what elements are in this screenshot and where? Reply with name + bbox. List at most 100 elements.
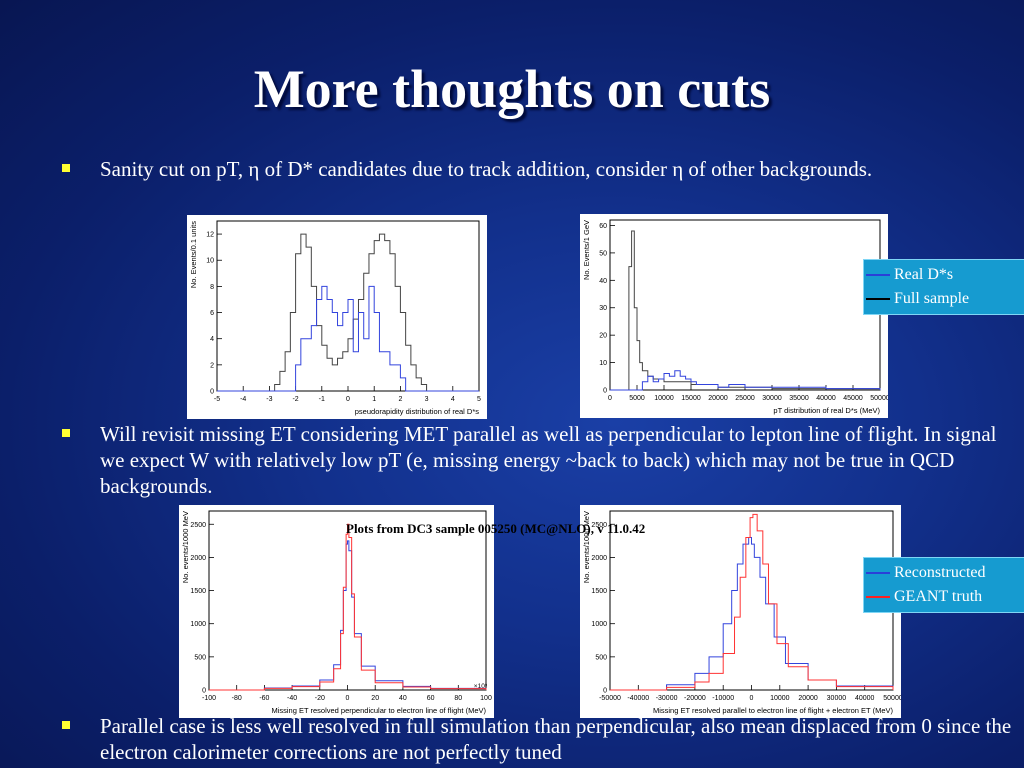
legend-swatch — [866, 274, 890, 276]
x-tick-label: 0 — [346, 695, 350, 702]
legend-swatch — [866, 596, 890, 598]
y-tick-label: 0 — [603, 688, 607, 695]
x-tick-label: -5 — [214, 396, 220, 403]
y-tick-label: 2500 — [190, 522, 206, 529]
met-parallel-plot: -50000 -40000 -30000 -20000 -10000 0 10000 2000… — [580, 505, 901, 718]
bullet-text: Will revisit missing ET considering MET … — [100, 422, 997, 498]
y-tick-label: 12 — [206, 232, 214, 239]
x-tick-label: 30000 — [827, 695, 847, 702]
x-tick-label: 30000 — [762, 395, 782, 402]
legend-label: Real D*s — [894, 266, 954, 283]
y-tick-label: 1000 — [190, 621, 206, 628]
series-line-full-sample — [217, 233, 479, 392]
y-tick-label: 10 — [206, 258, 214, 265]
y-tick-label: 0 — [603, 388, 607, 395]
slide-title: More thoughts on cuts — [253, 59, 771, 119]
pt-distribution-plot: 0 5000 10000 15000 20000 25000 30000 35000 40000… — [580, 214, 888, 418]
x-tick-label: 5 — [477, 396, 481, 403]
x-tick-label: 3 — [425, 396, 429, 403]
y-tick-label: 40 — [599, 278, 607, 285]
legend-swatch — [866, 572, 890, 574]
x-tick-label: 50000 — [883, 695, 901, 702]
chart-svg: -50000 -40000 -30000 -20000 -10000 0 10000 2000… — [582, 510, 901, 715]
x-tick-label: 20000 — [708, 395, 728, 402]
y-tick-label: 20 — [599, 333, 607, 340]
y-tick-label: 2000 — [190, 555, 206, 562]
bullet-text: Parallel case is less well resolved in f… — [100, 714, 1012, 764]
bullet-1: Sanity cut on pT, η of D* candidates due… — [62, 156, 1012, 208]
x-tick-label: 2 — [398, 396, 402, 403]
x-tick-label: -50000 — [599, 695, 621, 702]
legend-label: Reconstructed — [894, 564, 986, 581]
series-line-reconstructed — [209, 540, 487, 691]
x-tick-label: 60 — [427, 695, 435, 702]
series-line-reconstructed — [610, 537, 894, 691]
plot-frame — [609, 219, 881, 391]
plot-caption: Plots from DC3 sample 005250 (MC@NLO), v… — [346, 521, 646, 536]
y-tick-label: 4 — [210, 336, 214, 343]
x-tick-label: -20000 — [684, 695, 706, 702]
y-tick-label: 1500 — [190, 588, 206, 595]
x-tick-label: 20 — [371, 695, 379, 702]
legend-item-full-sample: Full sample — [864, 287, 1024, 311]
x-tick-label: -60 — [259, 695, 269, 702]
y-tick-label: 0 — [202, 688, 206, 695]
x-tick-label: 10000 — [654, 395, 674, 402]
x-tick-label: 15000 — [681, 395, 701, 402]
y-tick-label: 2 — [210, 362, 214, 369]
x-tick-label: -3 — [266, 396, 272, 403]
y-tick-label: 30 — [599, 305, 607, 312]
x-axis-label: Missing ET resolved perpendicular to ele… — [271, 706, 486, 715]
legend-bottom: Reconstructed GEANT truth — [863, 557, 1024, 613]
bullet-text: Sanity cut on pT, η of D* candidates due… — [100, 157, 873, 181]
bullet-2: Will revisit missing ET considering MET … — [62, 421, 1012, 499]
y-tick-label: 500 — [194, 654, 206, 661]
x-tick-label: -1 — [319, 396, 325, 403]
x-axis-label: pseudorapidity distribution of real D*s — [355, 407, 479, 416]
chart-svg: -100 -80 -60 -40 -20 0 20 40 60 80 100050010001500… — [181, 510, 492, 715]
y-tick-label: 2000 — [591, 555, 607, 562]
x-tick-label: 50000 — [870, 395, 888, 402]
y-tick-label: 6 — [210, 310, 214, 317]
series-line-full-sample — [610, 230, 881, 391]
x-tick-label: 100 — [480, 695, 492, 702]
legend-label: Full sample — [894, 290, 970, 307]
y-tick-label: 1500 — [591, 588, 607, 595]
bullet-marker — [62, 164, 70, 172]
chart-svg: -5 -4 -3 -2 -1 0 1 2 3 4 5024681012pseudorapidity … — [189, 220, 481, 416]
y-axis-label: No. events/1000 MeV — [582, 511, 591, 583]
x-tick-label: 4 — [451, 396, 455, 403]
y-tick-label: 2500 — [591, 522, 607, 529]
legend-top: Real D*s Full sample — [863, 259, 1024, 315]
y-tick-label: 60 — [599, 223, 607, 230]
y-tick-label: 50 — [599, 250, 607, 257]
legend-item-reconstructed: Reconstructed — [864, 561, 1024, 585]
y-tick-label: 8 — [210, 284, 214, 291]
bullet-marker — [62, 429, 70, 437]
x-tick-label: 10000 — [770, 695, 790, 702]
series-line-geant-truth — [209, 523, 487, 691]
series-line-real-d-s — [610, 370, 881, 391]
legend-label: GEANT truth — [894, 588, 983, 605]
y-axis-label: No. Events/0.1 units — [189, 221, 198, 288]
x-tick-label: 35000 — [789, 395, 809, 402]
x-unit-label: ×10³ — [474, 683, 488, 690]
x-tick-label: 25000 — [735, 395, 755, 402]
x-tick-label: 1 — [372, 396, 376, 403]
x-tick-label: 40000 — [816, 395, 836, 402]
x-tick-label: 0 — [346, 396, 350, 403]
y-tick-label: 0 — [210, 389, 214, 396]
legend-swatch — [866, 298, 890, 300]
x-tick-label: -2 — [292, 396, 298, 403]
y-axis-label: No. Events/1 GeV — [582, 220, 591, 280]
y-tick-label: 500 — [595, 654, 607, 661]
eta-distribution-plot: -5 -4 -3 -2 -1 0 1 2 3 4 5 0 2 4 6 8 10 12 pseudorapidity … — [187, 215, 487, 419]
x-tick-label: 20000 — [798, 695, 818, 702]
chart-svg: 0 5000 10000 15000 20000 25000 30000 35000 40000… — [582, 219, 888, 415]
y-tick-label: 10 — [599, 360, 607, 367]
bullet-3: Parallel case is less well resolved in f… — [62, 713, 1012, 765]
x-axis-label: Missing ET resolved parallel to electron… — [653, 706, 894, 715]
x-tick-label: 40 — [399, 695, 407, 702]
x-tick-label: -10000 — [712, 695, 734, 702]
met-perpendicular-plot: -100 -80 -60 -40 -20 0 20 40 60 80 100 0 500 1000 1500… — [179, 505, 494, 718]
